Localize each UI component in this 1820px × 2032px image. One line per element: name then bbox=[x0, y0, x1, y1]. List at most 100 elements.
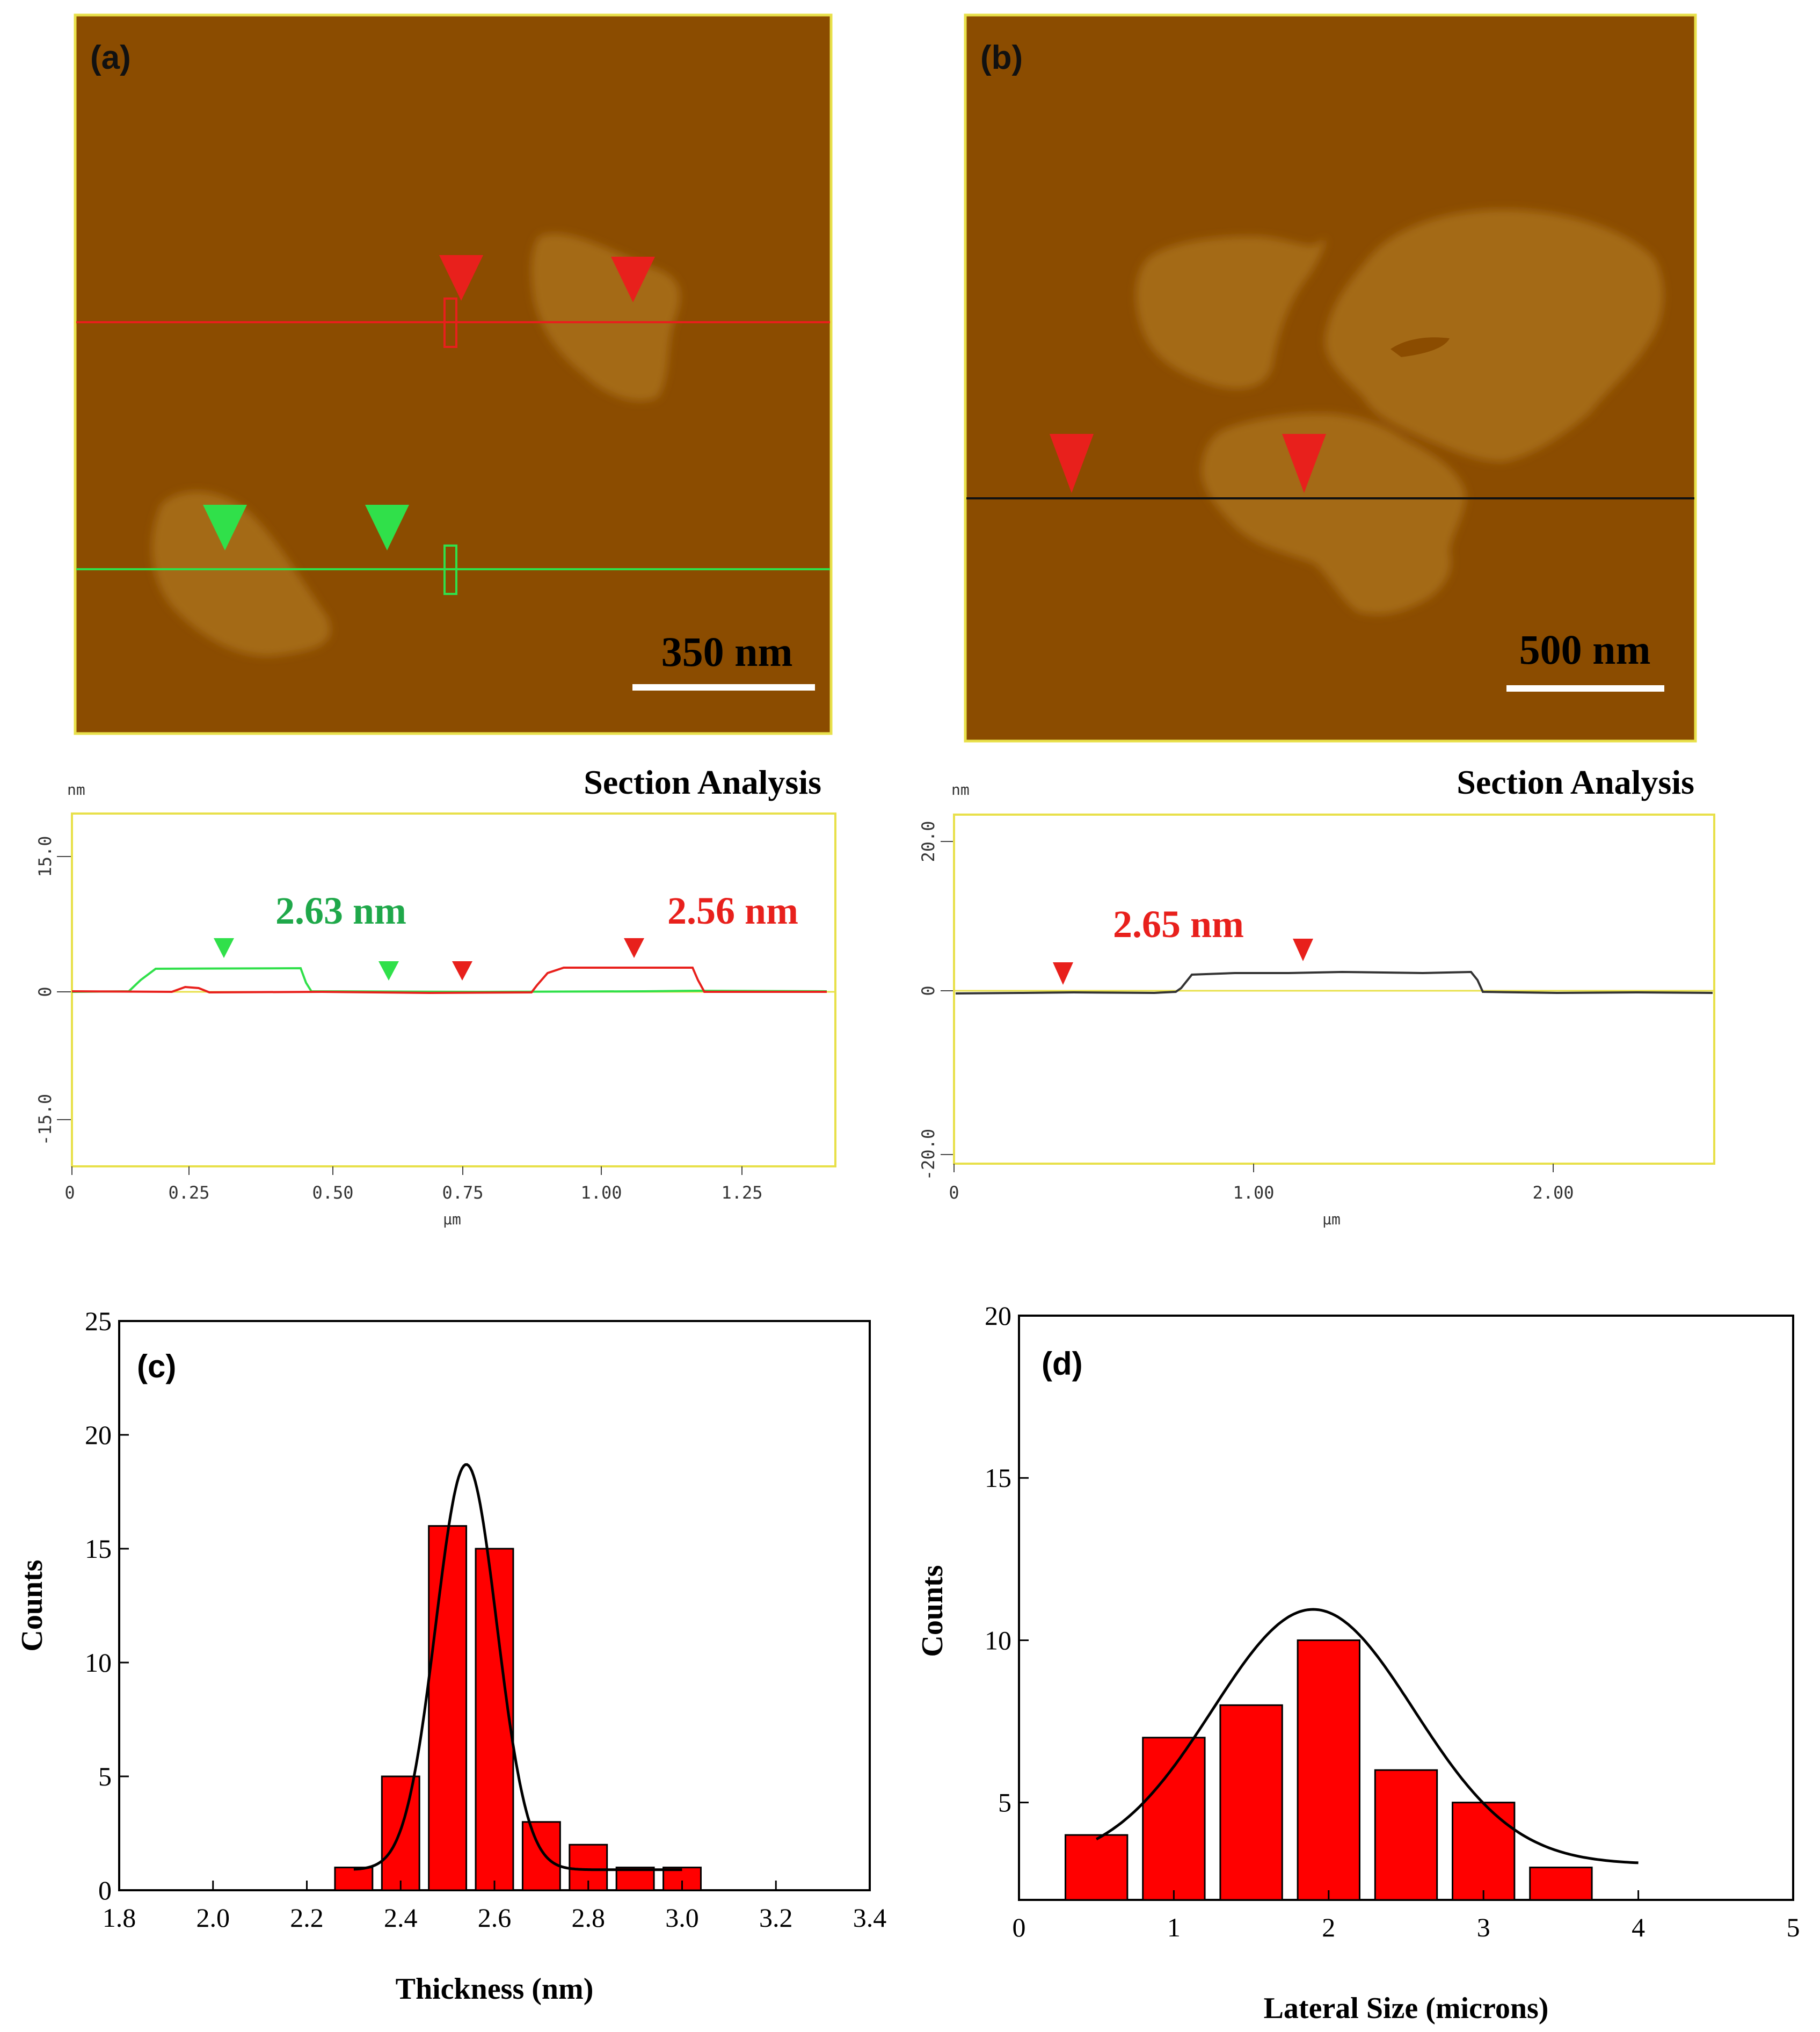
chart-d-bar-6 bbox=[1452, 1802, 1516, 1901]
section-a-marker-green-1 bbox=[214, 938, 234, 958]
afm-b-label: (b) bbox=[980, 39, 1023, 76]
histogram-d: 5 10 15 20 0 1 2 3 4 5 (d) Lateral Size (microns… bbox=[916, 1301, 1800, 2025]
chart-c-bar-5 bbox=[521, 1821, 561, 1891]
chart-d-xtick-5: 4 bbox=[1632, 1912, 1645, 1942]
chart-c-xlabel: Thickness (nm) bbox=[396, 1972, 594, 2006]
section-a-xticks: 0 0.25 0.50 0.75 1.00 1.25 bbox=[64, 1166, 763, 1203]
chart-c-xtick-3: 2.2 bbox=[290, 1903, 324, 1933]
chart-d-ytick-3: 15 bbox=[985, 1463, 1011, 1493]
chart-d-bar-7 bbox=[1529, 1867, 1593, 1901]
section-analysis-b: Section Analysis nm 20.0 0 -20.0 0 1.00 … bbox=[918, 763, 1715, 1228]
chart-d-ytick-2: 10 bbox=[985, 1625, 1011, 1655]
section-b-y-unit: nm bbox=[951, 781, 970, 799]
chart-c-xtick-2: 2.0 bbox=[196, 1903, 230, 1933]
afm-image-b: (b) 500 nm bbox=[964, 13, 1697, 743]
section-b-xtick-2: 1.00 bbox=[1233, 1182, 1274, 1203]
chart-c-ytick-2: 5 bbox=[98, 1761, 112, 1791]
chart-d-ytick-1: 5 bbox=[998, 1788, 1011, 1818]
chart-d-xtick-4: 3 bbox=[1477, 1912, 1490, 1942]
chart-c-xtick-4: 2.4 bbox=[384, 1903, 418, 1933]
chart-c-ytick-4: 15 bbox=[85, 1534, 112, 1564]
chart-d-xtick-1: 0 bbox=[1013, 1912, 1026, 1942]
chart-d-ylabel: Counts bbox=[916, 1565, 949, 1657]
section-b-profile-black bbox=[955, 970, 1713, 995]
section-a-x-unit: µm bbox=[443, 1210, 461, 1228]
section-b-title: Section Analysis bbox=[1457, 763, 1694, 801]
section-b-ytick-3: -20.0 bbox=[918, 1129, 938, 1180]
section-b-xtick-1: 0 bbox=[949, 1182, 959, 1203]
section-a-xtick-4: 0.75 bbox=[442, 1182, 483, 1203]
chart-c-panel-label: (c) bbox=[137, 1348, 176, 1384]
chart-c-fit-curve bbox=[353, 1463, 682, 1871]
chart-c-bar-7 bbox=[615, 1867, 655, 1891]
chart-d-panel-label: (d) bbox=[1042, 1346, 1083, 1382]
chart-d-ytick-4: 20 bbox=[985, 1301, 1011, 1331]
section-a-profile-green bbox=[71, 967, 827, 993]
section-b-xtick-3: 2.00 bbox=[1532, 1182, 1574, 1203]
section-b-marker-red-1 bbox=[1053, 962, 1073, 985]
section-a-marker-green-2 bbox=[378, 961, 399, 981]
section-a-ytick-1: 15.0 bbox=[35, 836, 55, 877]
section-a-xtick-1: 0 bbox=[64, 1182, 75, 1203]
chart-d-bar-2 bbox=[1142, 1737, 1206, 1901]
chart-c-ytick-6: 25 bbox=[85, 1306, 112, 1336]
section-b-ytick-1: 20.0 bbox=[918, 821, 938, 862]
section-a-annotation-red: 2.56 nm bbox=[667, 889, 798, 932]
chart-d-xlabel: Lateral Size (microns) bbox=[1264, 1992, 1549, 2025]
chart-c-bar-1 bbox=[334, 1867, 374, 1891]
afm-a-scale-text: 350 nm bbox=[661, 628, 793, 675]
chart-c-xtick-9: 3.4 bbox=[853, 1903, 887, 1933]
afm-a-frame bbox=[74, 13, 833, 735]
section-a-ytick-3: -15.0 bbox=[35, 1094, 55, 1145]
section-a-marker-red-1 bbox=[452, 961, 472, 981]
marker-b-red-1[interactable] bbox=[1050, 434, 1094, 493]
chart-d-bar-1 bbox=[1065, 1834, 1129, 1901]
marker-b-red-2[interactable] bbox=[1282, 434, 1326, 493]
section-a-y-unit: nm bbox=[67, 781, 85, 799]
chart-d-bar-4 bbox=[1297, 1639, 1360, 1901]
chart-d-xtick-3: 2 bbox=[1322, 1912, 1335, 1942]
marker-red-2[interactable] bbox=[611, 257, 655, 302]
section-b-x-unit: µm bbox=[1322, 1210, 1341, 1228]
chart-d-xtick-6: 5 bbox=[1787, 1912, 1800, 1942]
flake-b3 bbox=[1202, 413, 1466, 614]
histogram-c: 0 5 10 15 20 25 1.8 2.0 2.2 2.4 2.6 2.8 3.0 3.2 3.4 (… bbox=[16, 1306, 886, 2006]
section-a-marker-red-2 bbox=[624, 938, 644, 958]
afm-b-scale-text: 500 nm bbox=[1519, 626, 1651, 673]
section-b-annotation-red: 2.65 nm bbox=[1113, 903, 1244, 946]
section-a-xtick-6: 1.25 bbox=[721, 1182, 762, 1203]
chart-d-fit-curve bbox=[1095, 1608, 1639, 1864]
section-analysis-a: Section Analysis nm 15.0 0 -15.0 0 0.25 … bbox=[35, 763, 836, 1228]
section-a-profile-red bbox=[71, 967, 827, 995]
marker-red-1[interactable] bbox=[439, 255, 483, 301]
section-a-xtick-5: 1.00 bbox=[580, 1182, 622, 1203]
section-a-annotation-green: 2.63 nm bbox=[275, 889, 406, 932]
section-a-title: Section Analysis bbox=[584, 763, 821, 801]
chart-c-ytick-5: 20 bbox=[85, 1420, 112, 1450]
chart-c-ylabel: Counts bbox=[16, 1559, 49, 1651]
section-b-marker-red-2 bbox=[1293, 939, 1313, 961]
afm-image-a: (a) 350 nm bbox=[74, 13, 833, 735]
chart-c-xtick-6: 2.8 bbox=[572, 1903, 606, 1933]
marker-green-2[interactable] bbox=[365, 505, 409, 550]
chart-c-ytick-3: 10 bbox=[85, 1648, 112, 1678]
marker-green-1[interactable] bbox=[203, 505, 247, 550]
flake-b2 bbox=[1325, 209, 1664, 462]
flake-b-hole bbox=[1391, 337, 1450, 357]
section-b-ytick-2: 0 bbox=[918, 985, 938, 996]
chart-c-xtick-7: 3.0 bbox=[665, 1903, 699, 1933]
chart-c-xtick-1: 1.8 bbox=[103, 1903, 136, 1933]
section-a-ytick-2: 0 bbox=[35, 986, 55, 997]
chart-d-xtick-2: 1 bbox=[1167, 1912, 1181, 1942]
cursor-box-red[interactable] bbox=[443, 297, 457, 348]
chart-c-ytick-1: 0 bbox=[98, 1875, 112, 1905]
chart-d-bar-3 bbox=[1219, 1704, 1283, 1901]
flake-a2 bbox=[152, 491, 331, 656]
chart-c-xtick-8: 3.2 bbox=[759, 1903, 793, 1933]
section-a-xtick-3: 0.50 bbox=[312, 1182, 353, 1203]
cursor-box-green[interactable] bbox=[443, 545, 457, 595]
chart-d-bar-5 bbox=[1374, 1769, 1438, 1901]
chart-c-bar-3 bbox=[428, 1525, 468, 1891]
section-a-xtick-2: 0.25 bbox=[168, 1182, 209, 1203]
